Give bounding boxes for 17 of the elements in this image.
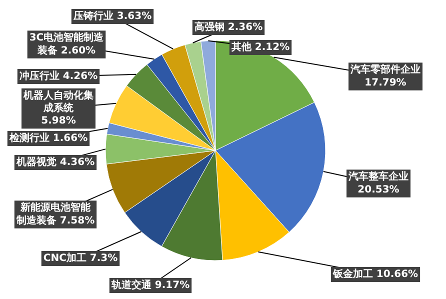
slice-label: 汽车整车企业 [348,170,408,183]
data-label: 20.53% [358,184,400,196]
slice-label: 汽车零部件企业 [350,64,420,76]
data-label: 5.98% [41,116,76,127]
slice-label: 轨道交通 9.17% [110,279,190,291]
slice-label: 其他 2.12% [230,41,290,53]
slice-label: CNC加工 7.3% [43,252,118,264]
slice-label: 冲压行业 4.26% [19,70,98,82]
slice-label: 机器人自动化集成系统 [22,89,94,114]
data-label: 17.79% [364,77,406,88]
slice-label: 新能源电池智能制造装备 7.58% [15,202,95,226]
slice-label: 压铸行业 3.63% [72,10,152,22]
slice-label: 检测行业 1.66% [8,132,88,144]
slice-label: 机器视觉 4.36% [15,156,95,168]
slice-label: 钣金加工 10.66% [332,268,418,280]
slice-label: 3C电池智能制造装备 2.60% [29,32,105,56]
slice-label: 高强钢 2.36% [194,21,263,33]
